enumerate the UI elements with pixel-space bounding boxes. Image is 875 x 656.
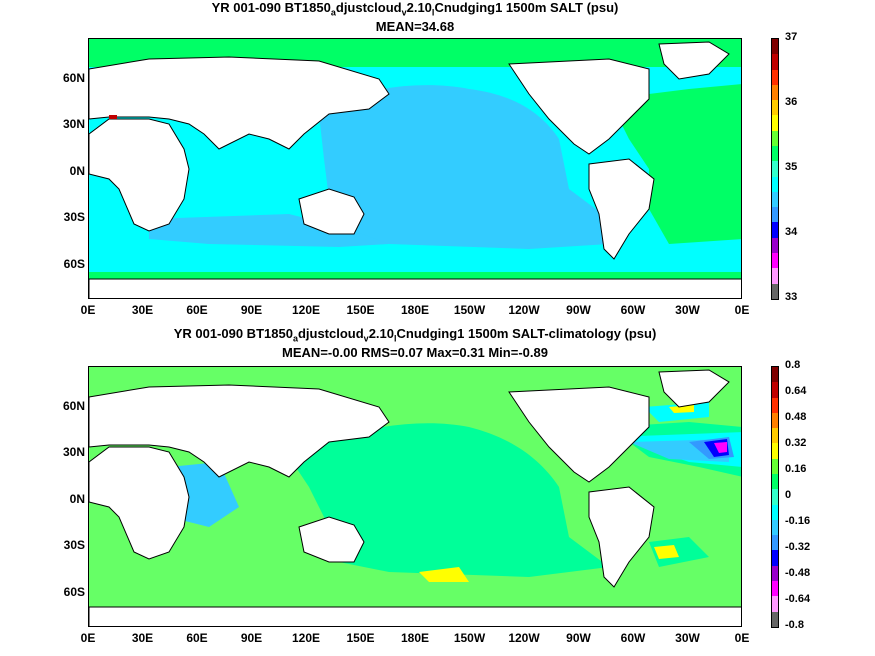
colorbar-label: 35 <box>785 161 798 173</box>
colorbar-swatch <box>772 565 778 581</box>
p1-lat-30n: 30N <box>62 117 85 131</box>
panel2-land <box>89 369 741 626</box>
p1-lat-0n: 0N <box>69 164 85 178</box>
colorbar-swatch <box>772 145 778 162</box>
colorbar-label: -0.8 <box>785 619 804 631</box>
colorbar-swatch <box>772 473 778 490</box>
p2-lon-label: 120E <box>291 631 321 645</box>
colorbar-swatch <box>772 283 778 299</box>
colorbar-label: -0.48 <box>785 567 811 579</box>
panel1-atlantic <box>609 84 741 244</box>
p1-lon-label: 150W <box>453 303 486 317</box>
p1-lon-label: 120E <box>291 303 321 317</box>
colorbar-swatch <box>772 596 778 612</box>
p2-lon-label: 60E <box>186 631 208 645</box>
colorbar-swatch <box>772 412 778 429</box>
colorbar-label: 0 <box>785 489 792 501</box>
colorbar-swatch <box>772 191 778 208</box>
panel1-map <box>88 38 742 299</box>
p2-lon-label: 180E <box>400 631 430 645</box>
p2-lon-label: 120W <box>508 631 540 645</box>
panel1-title: YR 001-090 BT1850adjustcloudv2.10lCnudgi… <box>211 0 619 18</box>
colorbar-swatch <box>772 443 778 459</box>
p1-lon-label: 150E <box>346 303 375 317</box>
p2-lat-0n: 0N <box>69 492 85 506</box>
colorbar-swatch <box>772 130 778 146</box>
colorbar-swatch <box>772 611 778 627</box>
colorbar-label: 37 <box>785 31 798 43</box>
colorbar-swatch <box>772 207 778 223</box>
p1-lon-label: 60E <box>186 303 208 317</box>
p2-lat-30s: 30S <box>63 538 85 552</box>
colorbar-swatch <box>772 54 778 70</box>
colorbar-label: -0.32 <box>785 541 811 553</box>
p1-lat-30s: 30S <box>63 210 85 224</box>
colorbar-swatch <box>772 580 778 597</box>
p2-lon-label: 60W <box>620 631 646 645</box>
colorbar-swatch <box>772 252 778 269</box>
colorbar-swatch <box>772 458 778 474</box>
colorbar-label: 0.8 <box>785 359 801 371</box>
colorbar-swatch <box>772 69 778 85</box>
panel1-pacific <box>319 85 609 249</box>
colorbar-swatch <box>772 237 778 253</box>
colorbar-label: 36 <box>785 96 798 108</box>
colorbar-swatch <box>772 84 778 101</box>
p2-lon-label: 0E <box>80 631 96 645</box>
colorbar-swatch <box>772 428 778 444</box>
colorbar-swatch <box>772 39 778 55</box>
p2-lat-60n: 60N <box>62 399 85 413</box>
panel1-land <box>89 41 741 298</box>
colorbar-swatch <box>772 367 778 383</box>
colorbar-swatch <box>772 504 778 520</box>
p2-lat-60s: 60S <box>63 585 85 599</box>
p2-lat-30n: 30N <box>62 445 85 459</box>
colorbar-label: 34 <box>785 226 798 238</box>
p1-lon-label: 30W <box>675 303 700 317</box>
p2-lon-label: 90W <box>566 631 591 645</box>
panel1-colorbar <box>771 38 779 300</box>
panel1-stats: MEAN=34.68 <box>375 19 455 34</box>
colorbar-swatch <box>772 535 778 551</box>
colorbar-swatch <box>772 550 778 566</box>
colorbar-label: -0.64 <box>785 593 811 605</box>
p1-lon-label: 180E <box>400 303 430 317</box>
p1-lat-60n: 60N <box>62 71 85 85</box>
colorbar-swatch <box>772 100 778 116</box>
colorbar-label: 33 <box>785 291 798 303</box>
panel2-colorbar <box>771 366 779 628</box>
p2-lon-label: 150W <box>453 631 486 645</box>
colorbar-swatch <box>772 222 778 238</box>
p1-lon-label: 120W <box>508 303 540 317</box>
colorbar-swatch <box>772 397 778 413</box>
colorbar-swatch <box>772 519 778 536</box>
p1-lon-label: 0E <box>734 303 750 317</box>
colorbar-swatch <box>772 176 778 192</box>
colorbar-label: 0.48 <box>785 411 807 423</box>
colorbar-label: 0.32 <box>785 437 807 449</box>
panel2-map <box>88 366 742 627</box>
colorbar-swatch <box>772 268 778 284</box>
colorbar-swatch <box>772 161 778 177</box>
colorbar-label: 0.16 <box>785 463 807 475</box>
panel2-title: YR 001-090 BT1850adjustcloudv2.10lCnudgi… <box>173 326 657 344</box>
p1-lon-label: 90W <box>566 303 591 317</box>
colorbar-label: -0.16 <box>785 515 811 527</box>
p1-lat-60s: 60S <box>63 257 85 271</box>
p1-lon-label: 90E <box>240 303 263 317</box>
colorbar-label: 0.64 <box>785 385 807 397</box>
colorbar-swatch <box>772 115 778 131</box>
p2-lon-label: 30W <box>675 631 700 645</box>
p2-lon-label: 90E <box>240 631 263 645</box>
colorbar-swatch <box>772 382 778 398</box>
colorbar-swatch <box>772 489 778 505</box>
p1-lon-label: 60W <box>620 303 646 317</box>
p1-lon-label: 30E <box>131 303 154 317</box>
p2-lon-label: 150E <box>346 631 375 645</box>
p2-lon-label: 30E <box>131 631 154 645</box>
p2-lon-label: 0E <box>734 631 750 645</box>
panel2-stats: MEAN=-0.00 RMS=0.07 Max=0.31 Min=-0.89 <box>282 345 548 360</box>
p1-lon-label: 0E <box>80 303 96 317</box>
